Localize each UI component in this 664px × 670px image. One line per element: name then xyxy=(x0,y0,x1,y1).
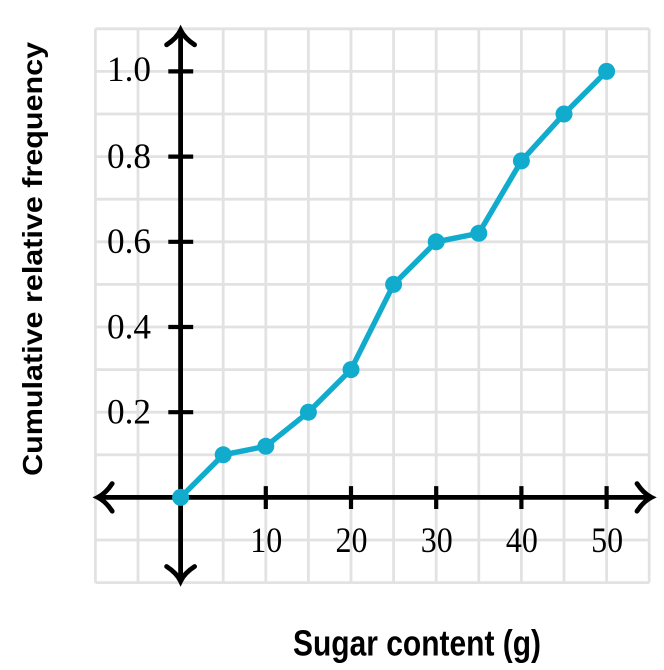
svg-text:0.2: 0.2 xyxy=(107,392,151,432)
svg-text:Cumulative relative frequency: Cumulative relative frequency xyxy=(17,41,48,476)
svg-text:0.4: 0.4 xyxy=(107,306,151,346)
svg-text:50: 50 xyxy=(591,520,623,560)
svg-text:20: 20 xyxy=(336,520,368,560)
svg-text:1.0: 1.0 xyxy=(107,49,151,89)
svg-text:10: 10 xyxy=(250,520,282,560)
svg-text:0.6: 0.6 xyxy=(107,221,151,261)
svg-text:40: 40 xyxy=(506,520,538,560)
svg-text:0.8: 0.8 xyxy=(107,136,151,176)
svg-text:30: 30 xyxy=(421,520,453,560)
svg-text:Sugar content (g): Sugar content (g) xyxy=(293,623,541,664)
